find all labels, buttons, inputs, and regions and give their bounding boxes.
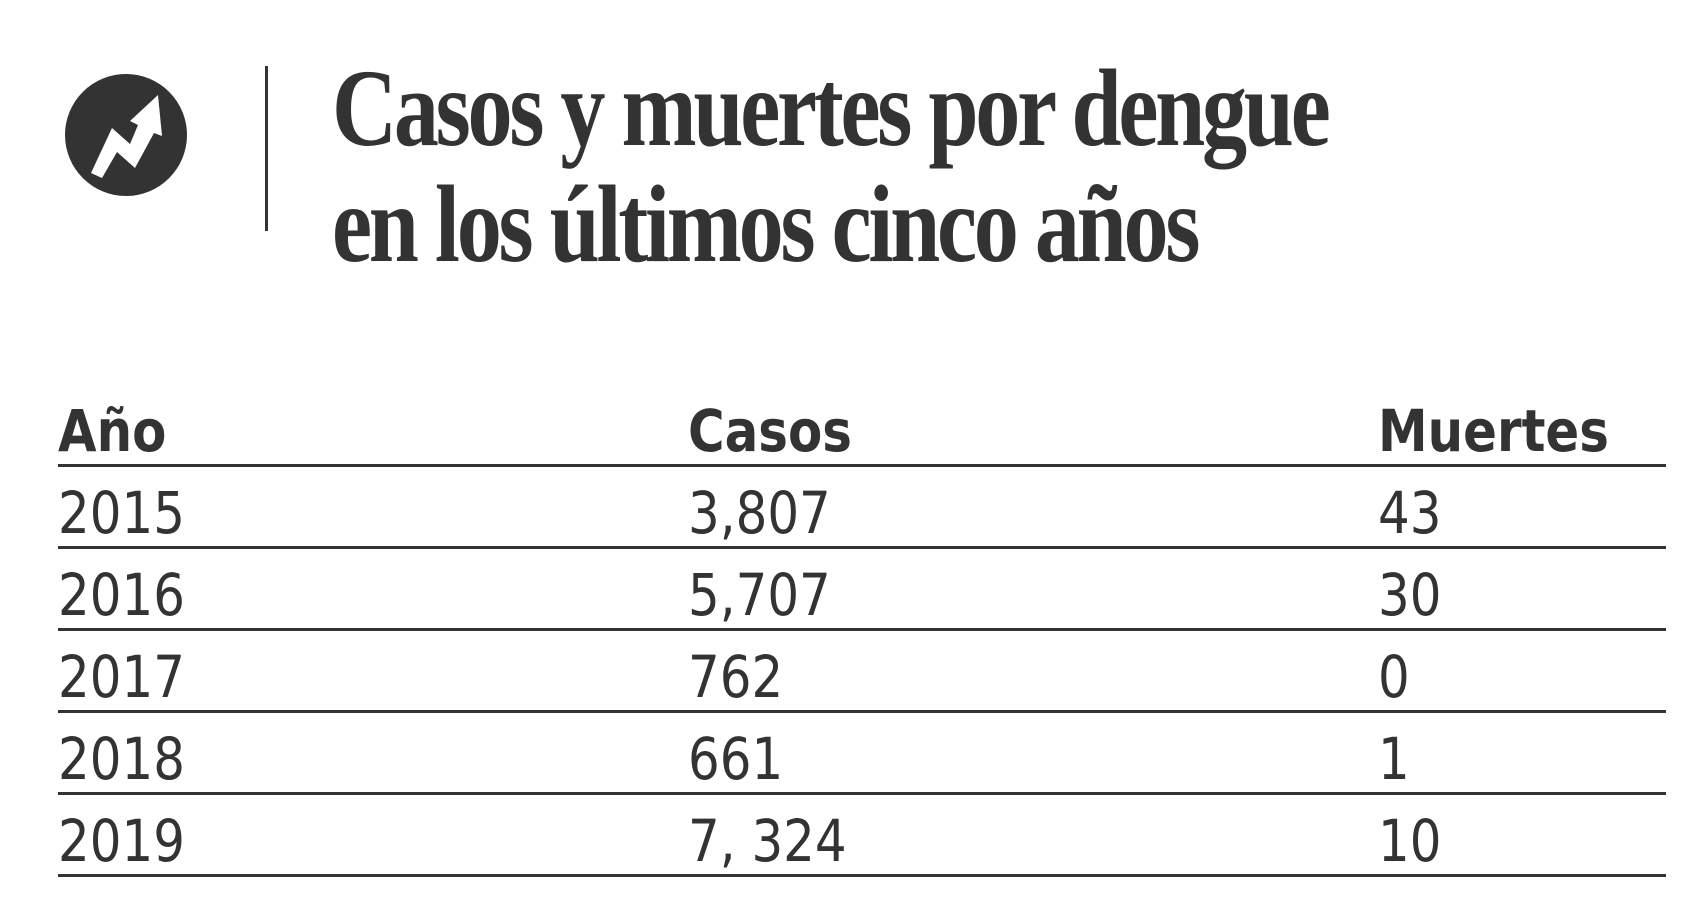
year-cell: 2016	[58, 561, 185, 629]
trend-up-arrow-icon	[64, 72, 188, 198]
year-cell: 2017	[58, 643, 185, 711]
year-cell: 2018	[58, 725, 185, 793]
deaths-cell: 10	[1378, 807, 1442, 875]
table-row: 2016 5,707 30	[58, 549, 1666, 631]
year-cell: 2019	[58, 807, 185, 875]
column-header-year: Año	[58, 397, 167, 465]
cases-cell: 5,707	[688, 561, 831, 629]
table-row: 2018 661 1	[58, 713, 1666, 795]
title-line-1: Casos y muertes por dengue	[332, 47, 1331, 169]
deaths-cell: 43	[1378, 479, 1442, 547]
table-row: 2015 3,807 43	[58, 467, 1666, 549]
column-header-deaths: Muertes	[1378, 397, 1609, 465]
header-divider	[265, 66, 268, 231]
data-table: Año Casos Muertes 2015 3,807 43 2016 5,7…	[58, 395, 1666, 877]
column-header-cases: Casos	[688, 397, 852, 465]
year-cell: 2015	[58, 479, 185, 547]
deaths-cell: 30	[1378, 561, 1442, 629]
deaths-cell: 0	[1378, 643, 1410, 711]
cases-cell: 661	[688, 725, 784, 793]
cases-cell: 3,807	[688, 479, 831, 547]
deaths-cell: 1	[1378, 725, 1410, 793]
table-row: 2017 762 0	[58, 631, 1666, 713]
table-header-row: Año Casos Muertes	[58, 395, 1666, 467]
table-row: 2019 7, 324 10	[58, 795, 1666, 877]
cases-cell: 7, 324	[688, 807, 847, 875]
cases-cell: 762	[688, 643, 784, 711]
title-line-2: en los últimos cinco años	[332, 163, 1200, 285]
page-title: Casos y muertes por dengue en los último…	[332, 47, 1331, 285]
